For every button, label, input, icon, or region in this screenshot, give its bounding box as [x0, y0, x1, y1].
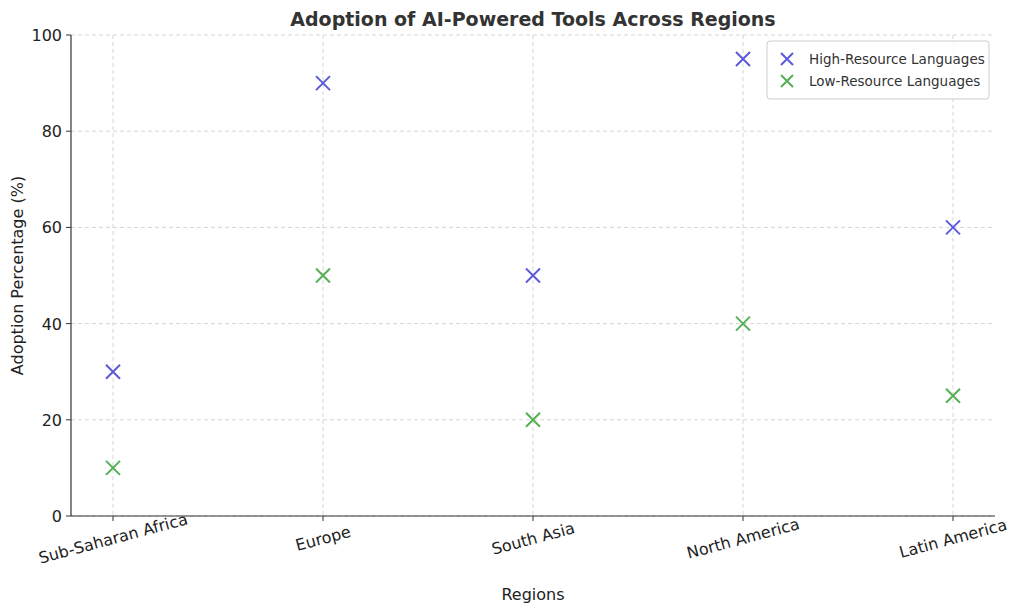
point: [946, 389, 960, 403]
y-tick: [66, 227, 71, 228]
y-tick: [66, 419, 71, 420]
legend-marker: [781, 75, 793, 87]
grid-line: [71, 131, 995, 132]
point: [946, 220, 960, 234]
legend-box: [767, 41, 989, 99]
plot-marks: [106, 52, 960, 475]
y-tick-label: 60: [42, 218, 62, 237]
x-tick-label: North America: [685, 514, 802, 562]
legend: High-Resource Languages Low-Resource Lang…: [767, 41, 989, 99]
y-tick: [66, 35, 71, 36]
point: [106, 461, 120, 475]
y-tick-label: 80: [42, 122, 62, 141]
point: [736, 317, 750, 331]
title: Adoption of AI-Powered Tools Across Regi…: [290, 8, 775, 30]
y-tick-label: 20: [42, 411, 62, 430]
x-tick-label: Europe: [293, 522, 352, 555]
grid-line: [113, 35, 114, 516]
y-tick-label: 0: [52, 507, 62, 526]
grid-line: [743, 35, 744, 516]
x-axis-label: Regions: [501, 585, 564, 604]
y-axis-line: [70, 35, 71, 516]
x-tick-label: Latin America: [897, 515, 1009, 562]
chart: 0 20 40 60 80 100 Sub-Saharan Africa Europe Sout…: [0, 0, 1024, 614]
point: [316, 269, 330, 283]
x-tick-label: South Asia: [490, 518, 577, 558]
y-axis-label: Adoption Percentage (%): [8, 176, 27, 375]
point: [106, 365, 120, 379]
x-tick: [113, 516, 114, 521]
point: [526, 413, 540, 427]
point: [316, 76, 330, 90]
x-tick: [533, 516, 534, 521]
y-tick: [66, 323, 71, 324]
y-tick: [66, 516, 71, 517]
legend-label: High-Resource Languages: [809, 51, 985, 67]
y-tick: [66, 131, 71, 132]
x-tick-label: Sub-Saharan Africa: [37, 509, 190, 567]
x-tick: [953, 516, 954, 521]
legend-marker: [781, 53, 793, 65]
grid-line: [953, 35, 954, 516]
point: [736, 52, 750, 66]
x-tick: [743, 516, 744, 521]
y-tick-label: 100: [31, 26, 62, 45]
point: [526, 269, 540, 283]
x-tick: [323, 516, 324, 521]
y-tick-label: 40: [42, 315, 62, 334]
legend-label: Low-Resource Languages: [809, 73, 980, 89]
